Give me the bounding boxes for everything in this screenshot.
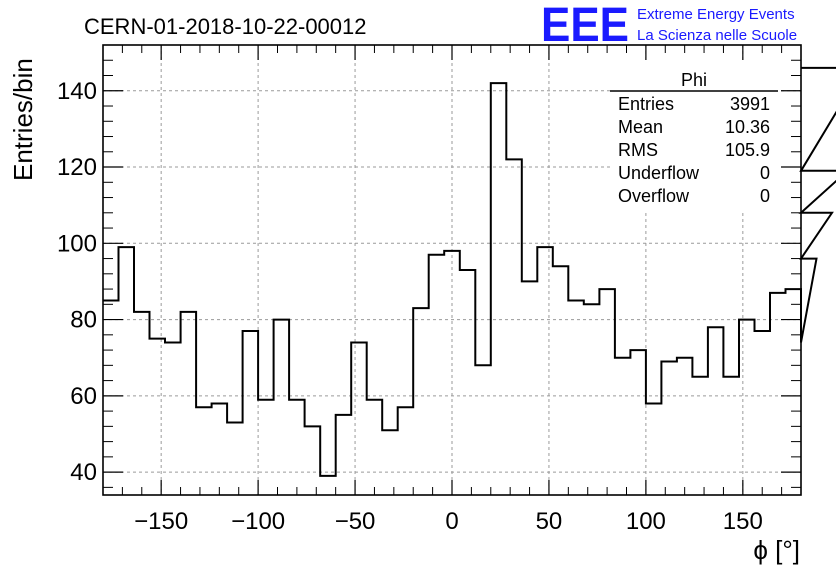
chart-title: CERN-01-2018-10-22-00012 bbox=[84, 14, 367, 39]
y-tick-label: 80 bbox=[70, 307, 97, 334]
y-tick-label: 40 bbox=[70, 459, 97, 486]
axis-ticks bbox=[103, 45, 801, 495]
x-tick-label: −50 bbox=[335, 508, 376, 535]
tick-labels: −150 −100 −50 0 50 100 150 40 60 80 100 120 140 bbox=[57, 78, 763, 535]
eee-logo: EEE Extreme Energy Events La Scienza nel… bbox=[541, 0, 797, 52]
x-tick-label: −150 bbox=[134, 508, 188, 535]
stats-box-name: Phi bbox=[681, 70, 707, 90]
y-tick-label: 120 bbox=[57, 154, 97, 181]
histogram-step-line bbox=[103, 66, 836, 477]
stat-value: 105.9 bbox=[725, 140, 770, 160]
x-axis-label: ϕ [°] bbox=[753, 535, 800, 565]
x-tick-label: 50 bbox=[536, 508, 563, 535]
stat-value: 0 bbox=[760, 163, 770, 183]
x-tick-label: 100 bbox=[626, 508, 666, 535]
stat-value: 0 bbox=[760, 186, 770, 206]
stat-value: 3991 bbox=[730, 94, 770, 114]
stat-label: RMS bbox=[618, 140, 658, 160]
x-tick-label: −100 bbox=[231, 508, 285, 535]
logo-line-2: La Scienza nelle Scuole bbox=[637, 27, 797, 44]
y-axis-label: Entries/bin bbox=[8, 58, 38, 181]
x-tick-label: 150 bbox=[723, 508, 763, 535]
stat-label: Entries bbox=[618, 94, 674, 114]
stats-box: Phi Entries 3991 Mean 10.36 RMS 105.9 Un… bbox=[610, 63, 778, 213]
logo-line-1: Extreme Energy Events bbox=[637, 6, 795, 23]
y-tick-label: 100 bbox=[57, 230, 97, 257]
eee-logo-mark: EEE bbox=[541, 0, 629, 52]
stat-label: Underflow bbox=[618, 163, 700, 183]
y-tick-label: 60 bbox=[70, 383, 97, 410]
stat-label: Overflow bbox=[618, 186, 690, 206]
stat-label: Mean bbox=[618, 117, 663, 137]
x-tick-label: 0 bbox=[445, 508, 458, 535]
y-tick-label: 140 bbox=[57, 78, 97, 105]
stats-box-background bbox=[610, 63, 778, 213]
stat-value: 10.36 bbox=[725, 117, 770, 137]
